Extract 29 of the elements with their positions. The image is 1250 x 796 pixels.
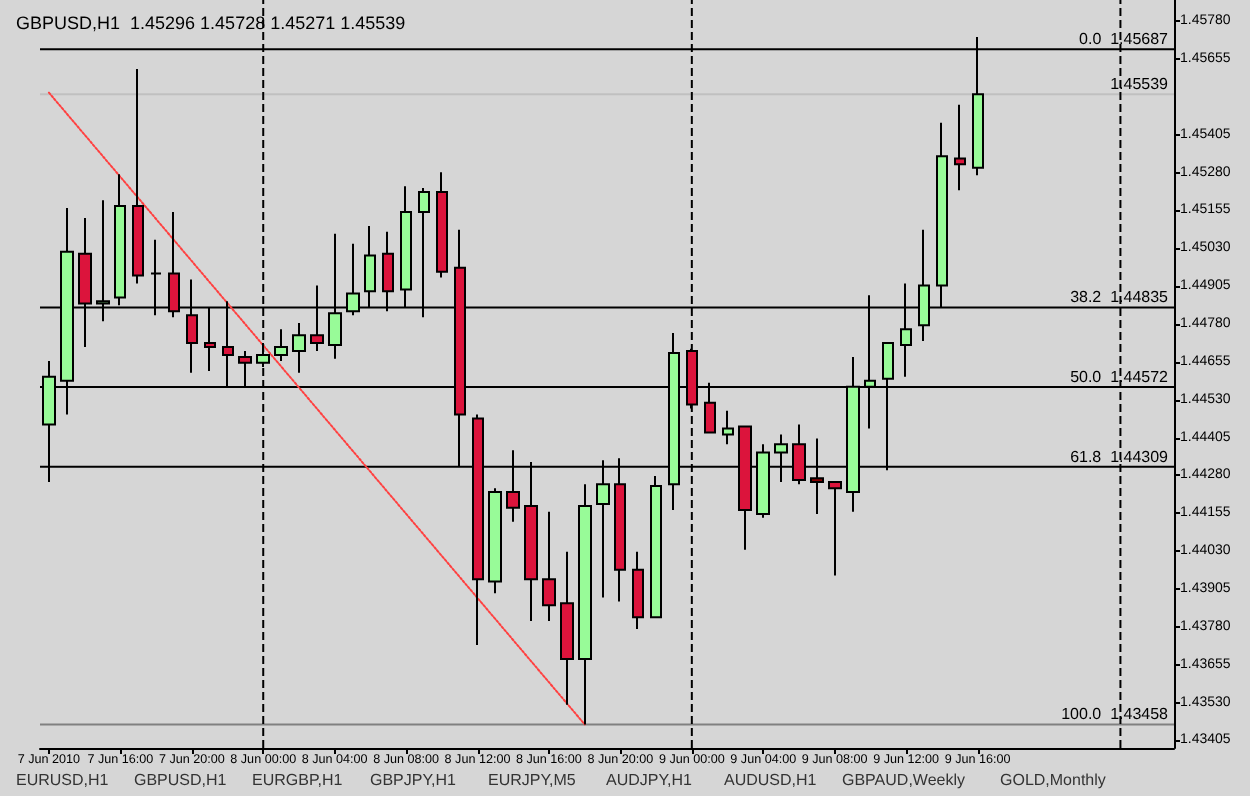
text: EURGBP,H1 bbox=[252, 771, 344, 789]
ref-line-label: 38.2 1.44835 bbox=[1070, 288, 1170, 307]
text: AUDUSD,H1 bbox=[724, 771, 818, 789]
ref-line-label: 1.45539 bbox=[1110, 75, 1170, 94]
text: GBPUSD,H1 1.45296 1.45728 1.45271 1.45539 bbox=[16, 13, 406, 33]
candlestick bbox=[274, 328, 288, 362]
candlestick bbox=[132, 68, 144, 285]
candlestick bbox=[632, 550, 644, 630]
candlestick bbox=[954, 103, 966, 192]
text: GBPJPY,H1 bbox=[370, 771, 458, 789]
candlestick bbox=[560, 550, 574, 706]
text: GBPUSD,H1 bbox=[134, 771, 228, 789]
ref-line-label: 50.0 1.44572 bbox=[1070, 368, 1170, 387]
candlestick bbox=[292, 322, 306, 374]
text: AUDJPY,H1 bbox=[606, 771, 694, 789]
candlestick bbox=[722, 409, 734, 446]
candlestick bbox=[488, 487, 502, 595]
candlestick bbox=[542, 510, 556, 623]
candlestick bbox=[436, 171, 448, 279]
candlestick bbox=[828, 481, 842, 577]
ref-line-label: 100.0 1.43458 bbox=[1061, 705, 1170, 724]
text: GOLD,Monthly bbox=[1000, 771, 1106, 789]
candlestick bbox=[650, 475, 662, 619]
text: EURUSD,H1 bbox=[16, 771, 110, 789]
ref-line-label: 61.8 1.44309 bbox=[1070, 447, 1170, 466]
text: EURJPY,M5 bbox=[488, 771, 577, 789]
text: GBPAUD,Weekly bbox=[842, 771, 965, 789]
ref-line-label: 0.0 1.45687 bbox=[1079, 30, 1170, 49]
candlestick bbox=[578, 483, 592, 726]
